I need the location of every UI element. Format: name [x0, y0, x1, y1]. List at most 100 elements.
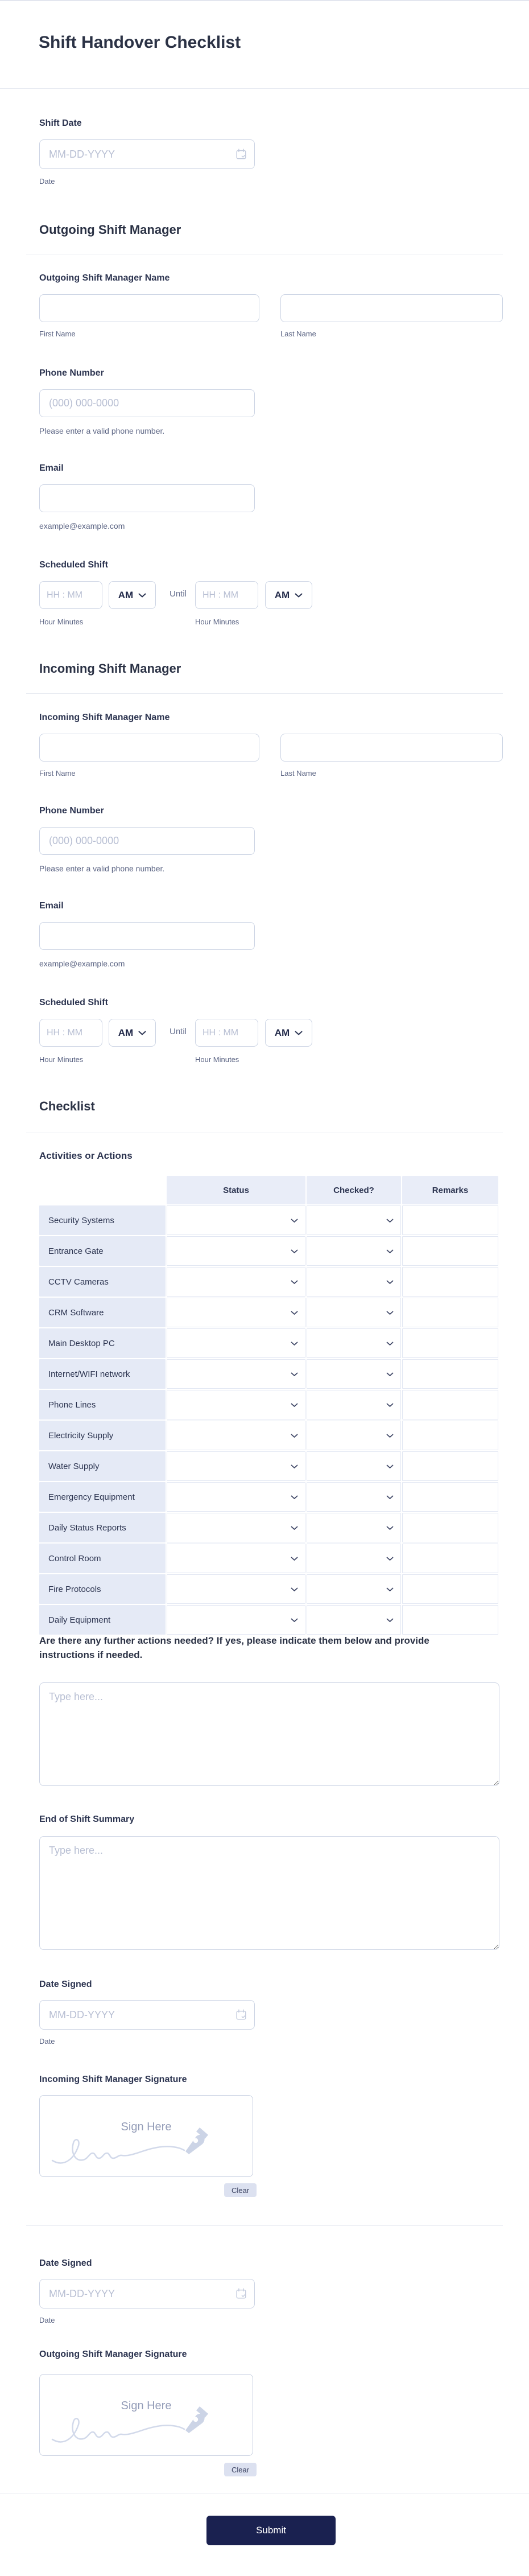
remarks-cell[interactable]: [402, 1421, 498, 1450]
outgoing-first-name-sublabel: First Name: [39, 330, 76, 338]
column-header-remarks: Remarks: [402, 1176, 498, 1204]
checklist-row: Daily Equipment: [39, 1605, 498, 1635]
chevron-down-icon: [291, 1618, 298, 1622]
chevron-down-icon: [386, 1219, 394, 1223]
status-select-cell[interactable]: [167, 1390, 305, 1419]
incoming-shift-end-ampm-select[interactable]: AM: [265, 1019, 312, 1047]
status-select-cell[interactable]: [167, 1421, 305, 1450]
remarks-cell[interactable]: [402, 1236, 498, 1266]
checked-select-cell[interactable]: [307, 1482, 401, 1512]
incoming-last-name-input[interactable]: [280, 734, 503, 762]
incoming-phone-input[interactable]: [39, 827, 255, 855]
outgoing-shift-end-ampm-select[interactable]: AM: [265, 581, 312, 609]
checked-select-cell[interactable]: [307, 1421, 401, 1450]
remarks-cell[interactable]: [402, 1328, 498, 1358]
checked-select-cell[interactable]: [307, 1605, 401, 1635]
remarks-cell[interactable]: [402, 1451, 498, 1481]
chevron-down-icon: [291, 1219, 298, 1223]
chevron-down-icon: [386, 1280, 394, 1284]
remarks-cell[interactable]: [402, 1482, 498, 1512]
checked-select-cell[interactable]: [307, 1205, 401, 1235]
incoming-email-input[interactable]: [39, 922, 255, 950]
ampm-value: AM: [274, 1027, 290, 1038]
incoming-first-name-input[interactable]: [39, 734, 259, 762]
outgoing-signature-clear-button[interactable]: Clear: [224, 2463, 257, 2476]
status-select-cell[interactable]: [167, 1544, 305, 1573]
outgoing-first-name-input[interactable]: [39, 294, 259, 322]
remarks-cell[interactable]: [402, 1205, 498, 1235]
checked-select-cell[interactable]: [307, 1298, 401, 1327]
outgoing-shift-end-input[interactable]: [195, 581, 258, 609]
checklist-row: Water Supply: [39, 1451, 498, 1481]
remarks-cell[interactable]: [402, 1513, 498, 1542]
incoming-signature-pad[interactable]: Sign Here: [39, 2095, 253, 2177]
chevron-down-icon: [291, 1372, 298, 1376]
checked-select-cell[interactable]: [307, 1513, 401, 1542]
sign-here-text: Sign Here: [121, 2400, 172, 2412]
status-select-cell[interactable]: [167, 1328, 305, 1358]
remarks-cell[interactable]: [402, 1605, 498, 1635]
remarks-cell[interactable]: [402, 1574, 498, 1604]
checked-select-cell[interactable]: [307, 1328, 401, 1358]
checked-select-cell[interactable]: [307, 1359, 401, 1389]
checklist-row: Internet/WIFI network: [39, 1359, 498, 1389]
status-select-cell[interactable]: [167, 1205, 305, 1235]
incoming-shift-start-input[interactable]: [39, 1019, 102, 1047]
row-label: Daily Equipment: [39, 1605, 166, 1635]
checklist-row: Phone Lines: [39, 1390, 498, 1419]
remarks-cell[interactable]: [402, 1359, 498, 1389]
chevron-down-icon: [138, 593, 146, 597]
status-select-cell[interactable]: [167, 1451, 305, 1481]
row-label: Water Supply: [39, 1451, 166, 1481]
remarks-cell[interactable]: [402, 1544, 498, 1573]
row-label: Fire Protocols: [39, 1574, 166, 1604]
incoming-date-signed-input[interactable]: [39, 2000, 255, 2030]
remarks-cell[interactable]: [402, 1267, 498, 1297]
outgoing-phone-input[interactable]: [39, 389, 255, 417]
status-select-cell[interactable]: [167, 1482, 305, 1512]
incoming-last-name-field: [280, 734, 503, 762]
remarks-cell[interactable]: [402, 1298, 498, 1327]
incoming-section-heading: Incoming Shift Manager: [39, 661, 181, 676]
checked-select-cell[interactable]: [307, 1236, 401, 1266]
status-select-cell[interactable]: [167, 1513, 305, 1542]
status-select-cell[interactable]: [167, 1267, 305, 1297]
chevron-down-icon: [386, 1311, 394, 1315]
shift-summary-textarea[interactable]: [39, 1836, 499, 1950]
chevron-down-icon: [386, 1618, 394, 1622]
incoming-shift-start-ampm-select[interactable]: AM: [109, 1019, 156, 1047]
checked-select-cell[interactable]: [307, 1451, 401, 1481]
outgoing-shift-end-sublabel: Hour Minutes: [195, 618, 239, 626]
outgoing-date-signed-input[interactable]: [39, 2279, 255, 2308]
outgoing-last-name-input[interactable]: [280, 294, 503, 322]
checked-select-cell[interactable]: [307, 1544, 401, 1573]
status-select-cell[interactable]: [167, 1574, 305, 1604]
status-select-cell[interactable]: [167, 1236, 305, 1266]
section-divider: [26, 2225, 503, 2226]
checked-select-cell[interactable]: [307, 1267, 401, 1297]
status-select-cell[interactable]: [167, 1298, 305, 1327]
status-select-cell[interactable]: [167, 1605, 305, 1635]
incoming-signature-clear-button[interactable]: Clear: [224, 2183, 257, 2197]
checklist-row: Emergency Equipment: [39, 1482, 498, 1512]
chevron-down-icon: [386, 1557, 394, 1561]
row-label: Security Systems: [39, 1205, 166, 1235]
outgoing-shift-start-ampm-select[interactable]: AM: [109, 581, 156, 609]
chevron-down-icon: [386, 1464, 394, 1468]
incoming-date-signed-sublabel: Date: [39, 2037, 55, 2046]
shift-date-input[interactable]: [39, 139, 255, 169]
checked-select-cell[interactable]: [307, 1390, 401, 1419]
outgoing-email-input[interactable]: [39, 484, 255, 512]
further-actions-textarea[interactable]: [39, 1682, 499, 1786]
chevron-down-icon: [291, 1587, 298, 1591]
remarks-cell[interactable]: [402, 1390, 498, 1419]
status-select-cell[interactable]: [167, 1359, 305, 1389]
submit-button[interactable]: Submit: [206, 2516, 336, 2545]
checklist-row: Main Desktop PC: [39, 1328, 498, 1358]
chevron-down-icon: [386, 1587, 394, 1591]
row-label: Main Desktop PC: [39, 1328, 166, 1358]
incoming-shift-end-input[interactable]: [195, 1019, 258, 1047]
outgoing-signature-pad[interactable]: Sign Here: [39, 2374, 253, 2456]
outgoing-shift-start-input[interactable]: [39, 581, 102, 609]
checked-select-cell[interactable]: [307, 1574, 401, 1604]
